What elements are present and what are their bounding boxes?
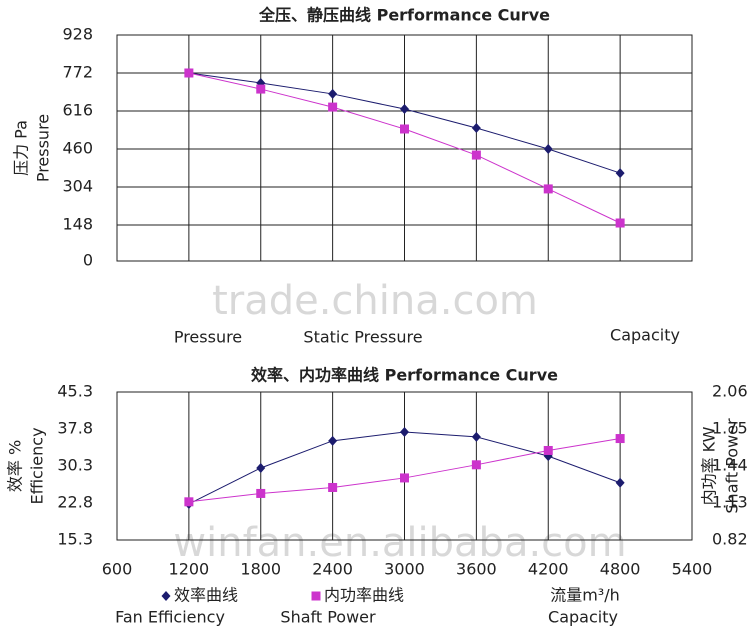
- x-tick-label: 4800: [600, 560, 641, 579]
- x-tick-label: 3000: [384, 560, 425, 579]
- square-marker: [471, 150, 481, 160]
- x-tick-label: 2400: [312, 560, 353, 579]
- y2-axis-label: Shaft Power: [723, 418, 742, 514]
- square-marker: [543, 184, 553, 194]
- y2-tick-label: 1.44: [712, 456, 748, 475]
- x-axis-label: Capacity: [610, 326, 680, 345]
- chart-title: 全压、静压曲线 Performance Curve: [258, 6, 550, 25]
- legend-label-en: Fan Efficiency: [115, 608, 225, 627]
- square-marker: [256, 488, 266, 498]
- x-tick-label: 1200: [169, 560, 210, 579]
- legend-label: Static Pressure: [303, 328, 422, 347]
- diamond-marker: [471, 431, 481, 442]
- square-marker: [184, 497, 194, 507]
- diamond-marker: [615, 477, 625, 488]
- diamond-marker: [256, 462, 266, 473]
- y2-tick-label: 1.13: [712, 493, 748, 512]
- square-marker: [311, 591, 321, 601]
- diamond-marker: [615, 168, 625, 179]
- chart-title: 效率、内功率曲线 Performance Curve: [251, 366, 558, 385]
- diamond-marker: [328, 88, 338, 99]
- x-tick-label: 600: [102, 560, 133, 579]
- y-tick-label: 22.8: [57, 493, 93, 512]
- square-marker: [400, 124, 409, 134]
- watermark: trade.china.com: [212, 278, 538, 324]
- y-tick-label: 304: [62, 176, 93, 195]
- legend-label-en: Shaft Power: [280, 608, 376, 627]
- square-marker: [615, 218, 625, 228]
- diamond-marker: [471, 123, 481, 134]
- y-tick-label: 0: [83, 251, 93, 270]
- diamond-marker: [161, 591, 171, 601]
- watermark: winfan.en.alibaba.com: [173, 520, 626, 566]
- y-axis-label: Efficiency: [28, 427, 47, 504]
- square-marker: [328, 482, 338, 492]
- diamond-marker: [543, 143, 553, 154]
- y-tick-label: 15.3: [57, 530, 93, 549]
- square-marker: [615, 434, 625, 444]
- x-tick-label: 1800: [240, 560, 281, 579]
- y-tick-label: 616: [62, 100, 93, 119]
- y-tick-label: 30.3: [57, 456, 93, 475]
- x-tick-label: 5400: [672, 560, 713, 579]
- y2-tick-label: 1.75: [712, 419, 748, 438]
- y-tick-label: 772: [62, 62, 93, 81]
- diamond-marker: [328, 435, 338, 446]
- y-tick-label: 148: [62, 214, 93, 233]
- y-tick-label: 460: [62, 138, 93, 157]
- square-marker: [328, 102, 338, 112]
- square-marker: [400, 473, 409, 483]
- square-marker: [184, 68, 194, 78]
- y-tick-label: 37.8: [57, 419, 93, 438]
- legend-label: 效率曲线: [174, 586, 238, 605]
- y2-tick-label: 2.06: [712, 382, 748, 401]
- x-tick-label: 3600: [456, 560, 497, 579]
- square-marker: [256, 84, 266, 94]
- y-axis-label: Pressure: [34, 114, 53, 182]
- diamond-marker: [400, 104, 409, 115]
- y-axis-label: 效率 %: [6, 440, 25, 492]
- y2-axis-label: 内功率 KW: [700, 426, 719, 505]
- y-axis-label: 压力 Pa: [12, 120, 31, 176]
- x-tick-label: 4200: [528, 560, 569, 579]
- y2-tick-label: 0.82: [712, 530, 748, 549]
- x-axis-label: 流量m³/h: [550, 586, 620, 605]
- y-tick-label: 928: [62, 25, 93, 44]
- y-tick-label: 45.3: [57, 382, 93, 401]
- x-axis-label-en: Capacity: [548, 608, 618, 627]
- diamond-marker: [400, 426, 409, 437]
- legend-label: Pressure: [174, 328, 242, 347]
- square-marker: [543, 445, 553, 455]
- legend-label: 内功率曲线: [324, 586, 404, 605]
- square-marker: [471, 460, 481, 470]
